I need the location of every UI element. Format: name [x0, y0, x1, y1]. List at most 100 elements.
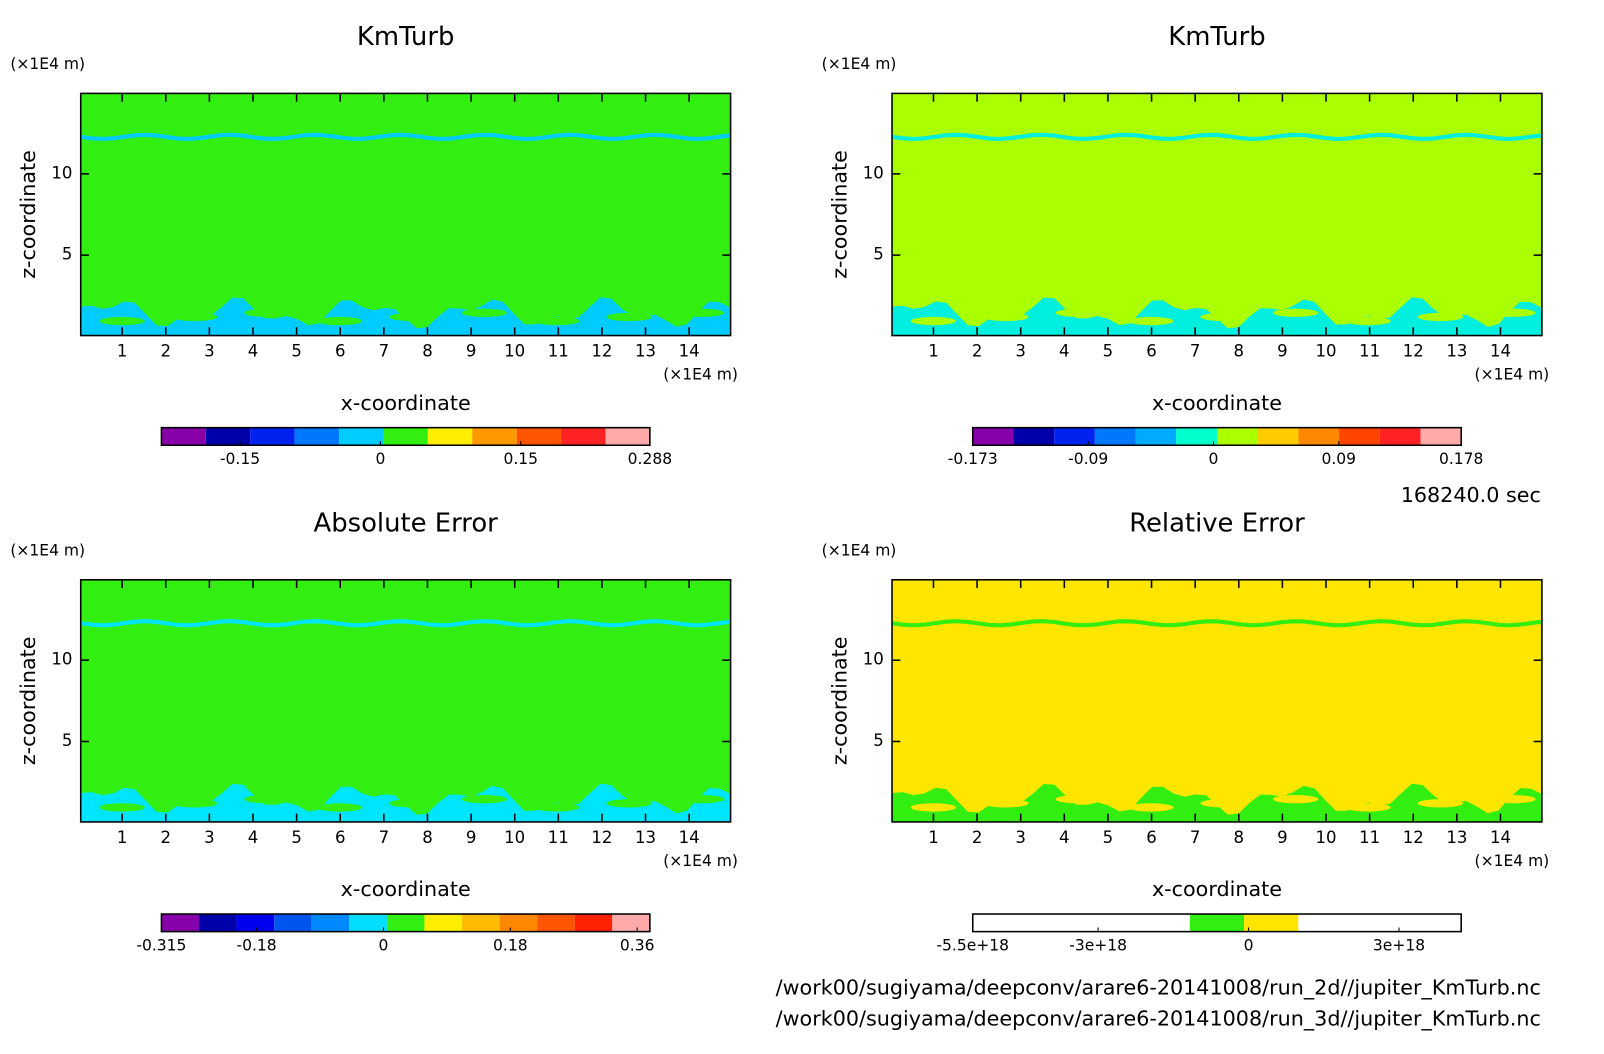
x-tick-label: 3	[1015, 342, 1026, 361]
contour-region	[80, 783, 731, 822]
panel: Absolute Error (×1E4 m) (×1E4 m) x-coordina…	[10, 508, 738, 954]
colorbar-segment	[250, 427, 295, 446]
y-tick-label: 10	[863, 163, 884, 182]
colorbar-segment	[574, 914, 613, 932]
contour-field	[892, 93, 1542, 336]
x-tick-label: 6	[335, 342, 346, 361]
colorbar-tick-label: 0.178	[1439, 450, 1483, 468]
x-tick-label: 12	[1403, 342, 1424, 361]
x-tick-label: 8	[1234, 342, 1245, 361]
colorbar-segment	[161, 914, 200, 932]
colorbar-segment	[1406, 914, 1462, 932]
colorbar-tick-label: 0.36	[620, 937, 655, 955]
colorbar-tick-label: -0.09	[1068, 450, 1108, 468]
chart-title: KmTurb	[357, 22, 454, 52]
x-tick-label: 8	[1234, 828, 1245, 847]
colorbar-segment	[561, 427, 606, 446]
x-tick-label: 9	[466, 342, 477, 361]
x-tick-label: 12	[591, 828, 612, 847]
plot-frame	[79, 579, 732, 823]
colorbar-segment	[199, 914, 237, 932]
x-tick-label: 14	[1490, 828, 1511, 847]
x-tick-label: 7	[1190, 828, 1201, 847]
colorbar-frame	[971, 913, 1462, 933]
panel: KmTurb (×1E4 m) (×1E4 m) x-coordinate z-coor…	[822, 22, 1550, 468]
colorbar-tick-label: -0.15	[220, 450, 260, 468]
x-tick-label: 4	[1059, 828, 1070, 847]
colorbar-segment	[605, 427, 650, 446]
x-tick-label: 1	[117, 342, 128, 361]
colorbar-segment	[236, 914, 275, 932]
contour-region	[983, 312, 1029, 322]
x-tick-label: 7	[1190, 342, 1201, 361]
x-tick-label: 12	[1403, 828, 1424, 847]
colorbar-segment	[1094, 427, 1136, 446]
x-tick-label: 4	[248, 342, 259, 361]
x-tick-label: 13	[1446, 342, 1467, 361]
y-unit: (×1E4 m)	[10, 541, 85, 559]
contour-region	[1417, 799, 1464, 808]
contour-region	[533, 316, 580, 326]
colorbar-segment	[294, 427, 340, 446]
x-axis-label: x-coordinate	[341, 877, 471, 901]
plot-frame	[891, 579, 1543, 823]
contour-region	[891, 619, 1543, 628]
colorbar-segment	[472, 427, 517, 446]
x-tick-label: 10	[1315, 342, 1336, 361]
colorbar-segment	[1298, 427, 1340, 446]
y-unit: (×1E4 m)	[822, 55, 897, 73]
colorbar-segment	[1216, 427, 1258, 446]
y-tick-label: 10	[51, 163, 72, 182]
colorbar-tick-label: 0.288	[628, 450, 672, 468]
y-tick-label: 10	[863, 650, 884, 669]
contour-region	[1055, 308, 1102, 317]
colorbar-tick-label: 3e+18	[1373, 937, 1425, 955]
file-path: /work00/sugiyama/deepconv/arare6-2014100…	[776, 976, 1541, 1001]
x-unit: (×1E4 m)	[663, 365, 738, 383]
y-axis-label: z-coordinate	[827, 150, 851, 279]
x-tick-label: 8	[422, 342, 433, 361]
contour-region	[891, 132, 1543, 142]
contour-region	[80, 297, 731, 336]
colorbar-frame	[971, 426, 1462, 447]
colorbar-segment	[1135, 914, 1190, 932]
contour-region	[1200, 312, 1246, 322]
file-path: /work00/sugiyama/deepconv/arare6-2014100…	[776, 1007, 1541, 1032]
colorbar-segment	[1298, 914, 1353, 932]
colorbar-tick-label: -0.18	[237, 937, 277, 955]
chart-title: KmTurb	[1168, 22, 1265, 52]
x-tick-label: 14	[679, 342, 700, 361]
colorbar-tick-label: -0.315	[136, 937, 186, 955]
x-tick-label: 1	[117, 828, 128, 847]
x-tick-label: 2	[972, 342, 983, 361]
panel: Relative Error (×1E4 m) (×1E4 m) x-coordina…	[822, 508, 1550, 954]
contour-region	[678, 795, 725, 804]
contour-region	[910, 316, 957, 326]
x-axis-label: x-coordinate	[1152, 877, 1282, 901]
x-tick-label: 6	[1146, 342, 1157, 361]
colorbar-segment	[1379, 427, 1421, 446]
colorbar-tick-label: -0.173	[948, 450, 998, 468]
x-tick-label: 3	[204, 342, 215, 361]
colorbar-frame	[160, 913, 651, 933]
x-tick-label: 2	[161, 342, 172, 361]
colorbar-segment	[1352, 914, 1407, 932]
x-tick-label: 10	[504, 342, 525, 361]
x-tick-label: 5	[291, 828, 302, 847]
contour-region	[1200, 799, 1246, 808]
colorbar-tick-label: 0	[1209, 450, 1219, 468]
contour-region	[1345, 803, 1391, 812]
colorbar-segment	[972, 427, 1014, 446]
x-tick-label: 6	[1146, 828, 1157, 847]
chart-title: Absolute Error	[314, 508, 499, 538]
contour-region	[1490, 795, 1536, 804]
x-axis-label: x-coordinate	[1152, 391, 1282, 415]
contour-region	[316, 316, 363, 326]
contour-region	[461, 795, 508, 804]
colorbar-tick-label: 0.15	[503, 450, 538, 468]
y-unit: (×1E4 m)	[822, 541, 897, 559]
x-tick-label: 12	[591, 342, 612, 361]
x-unit: (×1E4 m)	[1475, 852, 1550, 870]
contour-region	[1417, 312, 1464, 322]
y-tick-label: 5	[62, 245, 73, 264]
